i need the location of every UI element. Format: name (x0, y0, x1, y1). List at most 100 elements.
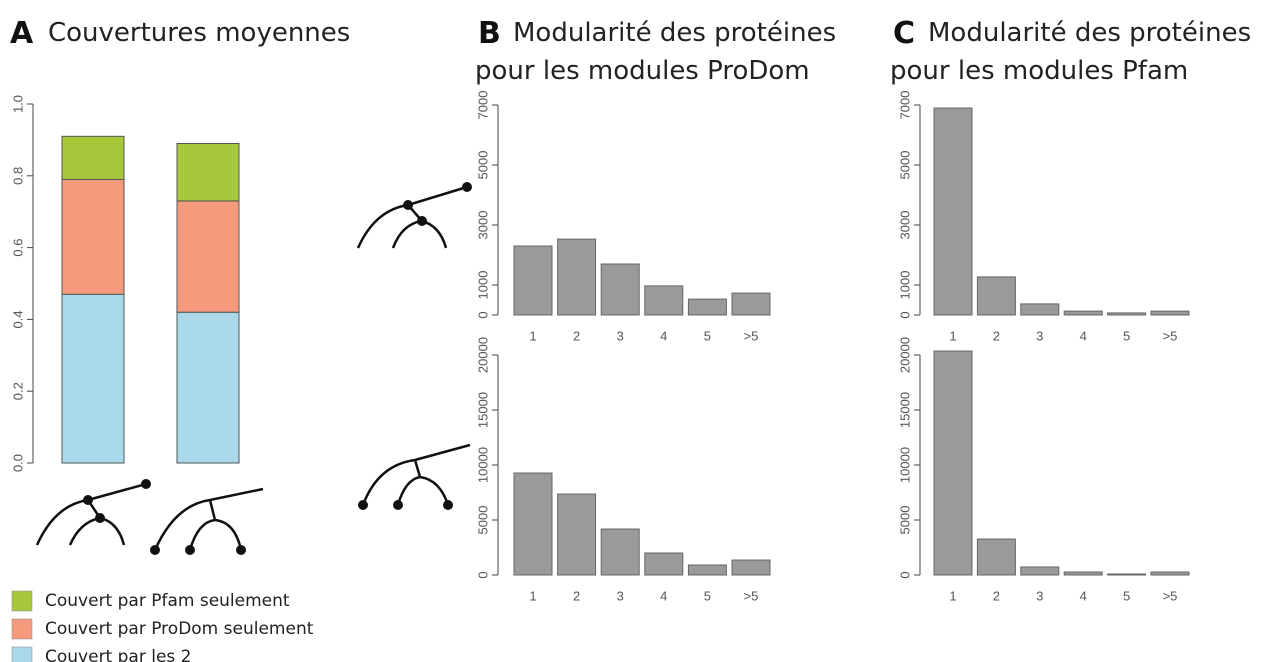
bar (513, 245, 553, 316)
panel-letter: A (10, 16, 34, 51)
bar-segment (176, 200, 240, 313)
x-tick-label: 3 (617, 328, 624, 343)
y-tick-label: 0 (897, 571, 912, 578)
y-tick-label: 0 (475, 311, 490, 318)
y-tick-label: 20000 (475, 337, 490, 373)
legend-label: Couvert par ProDom seulement (45, 619, 314, 639)
y-tick-label: 1000 (475, 271, 490, 300)
bar (1150, 571, 1190, 576)
x-tick-label: >5 (1163, 328, 1178, 343)
legend-swatch (11, 618, 33, 640)
x-tick-label: >5 (744, 588, 759, 603)
x-tick-label: 5 (704, 328, 711, 343)
y-tick-label: 3000 (897, 211, 912, 240)
y-tick-label: 0.2 (10, 382, 25, 400)
bar-segment (176, 311, 240, 464)
y-tick-label: 15000 (475, 392, 490, 428)
tree-icon (358, 443, 471, 510)
x-tick-label: >5 (1163, 588, 1178, 603)
bar-segment (176, 142, 240, 202)
tree-icon (150, 487, 264, 555)
chart-title: Modularité des protéines (513, 18, 836, 48)
legend-swatch (11, 646, 33, 662)
y-tick-label: 0 (475, 571, 490, 578)
legend-label: Couvert par Pfam seulement (45, 591, 290, 611)
bar (1063, 310, 1103, 316)
tree-icon (356, 182, 472, 249)
chart-title: Couvertures moyennes (48, 18, 350, 48)
panel-letter: C (893, 16, 915, 51)
bar (557, 238, 597, 316)
x-tick-label: 4 (1080, 328, 1087, 343)
y-tick-label: 10000 (897, 447, 912, 483)
x-tick-label: 2 (993, 588, 1000, 603)
chart-title: Modularité des protéines (928, 18, 1251, 48)
y-tick-label: 1000 (897, 271, 912, 300)
y-tick-label: 5000 (897, 506, 912, 535)
bar (557, 493, 597, 576)
x-tick-label: >5 (744, 328, 759, 343)
bar (600, 528, 640, 576)
x-tick-label: 5 (704, 588, 711, 603)
x-tick-label: 4 (660, 588, 667, 603)
chart-title: pour les modules Pfam (890, 56, 1188, 86)
bar (600, 263, 640, 316)
x-tick-label: 3 (617, 588, 624, 603)
x-tick-label: 1 (529, 588, 536, 603)
bar-segment (61, 293, 125, 464)
bar (976, 538, 1016, 576)
y-tick-label: 0 (897, 311, 912, 318)
x-tick-label: 1 (949, 588, 956, 603)
y-tick-label: 3000 (475, 211, 490, 240)
x-tick-label: 2 (573, 588, 580, 603)
bar (731, 292, 771, 316)
x-tick-label: 1 (949, 328, 956, 343)
bar (687, 564, 727, 576)
y-tick-label: 5000 (475, 506, 490, 535)
x-tick-label: 4 (1080, 588, 1087, 603)
bar (644, 285, 684, 316)
panel-letter: B (478, 16, 501, 51)
bar (976, 276, 1016, 316)
x-tick-label: 3 (1036, 328, 1043, 343)
bar (1020, 566, 1060, 576)
y-tick-label: 0.0 (10, 454, 25, 472)
bar (1107, 573, 1147, 576)
y-tick-label: 5000 (475, 151, 490, 180)
y-tick-label: 0.8 (10, 167, 25, 185)
bar (1063, 571, 1103, 576)
x-tick-label: 5 (1123, 328, 1130, 343)
bar (731, 559, 771, 576)
bar (1107, 312, 1147, 316)
x-tick-label: 5 (1123, 588, 1130, 603)
y-tick-label: 20000 (897, 337, 912, 373)
bar (933, 107, 973, 316)
legend-swatch (11, 590, 33, 612)
bar (513, 472, 553, 576)
tree-icon (35, 479, 151, 546)
y-tick-label: 7000 (897, 91, 912, 120)
legend-label: Couvert par les 2 (45, 647, 191, 662)
x-tick-label: 2 (993, 328, 1000, 343)
y-tick-label: 0.6 (10, 239, 25, 257)
x-tick-label: 2 (573, 328, 580, 343)
bar (1020, 303, 1060, 316)
y-tick-label: 7000 (475, 91, 490, 120)
bar (687, 298, 727, 316)
y-tick-label: 15000 (897, 392, 912, 428)
chart-title: pour les modules ProDom (475, 56, 810, 86)
y-tick-label: 1.0 (10, 95, 25, 113)
y-tick-label: 0.4 (10, 310, 25, 328)
y-tick-label: 5000 (897, 151, 912, 180)
bar (933, 350, 973, 576)
x-tick-label: 1 (529, 328, 536, 343)
x-tick-label: 4 (660, 328, 667, 343)
y-tick-label: 10000 (475, 447, 490, 483)
x-tick-label: 3 (1036, 588, 1043, 603)
bar-segment (61, 135, 125, 180)
bar (644, 552, 684, 576)
bar (1150, 310, 1190, 316)
bar-segment (61, 178, 125, 295)
